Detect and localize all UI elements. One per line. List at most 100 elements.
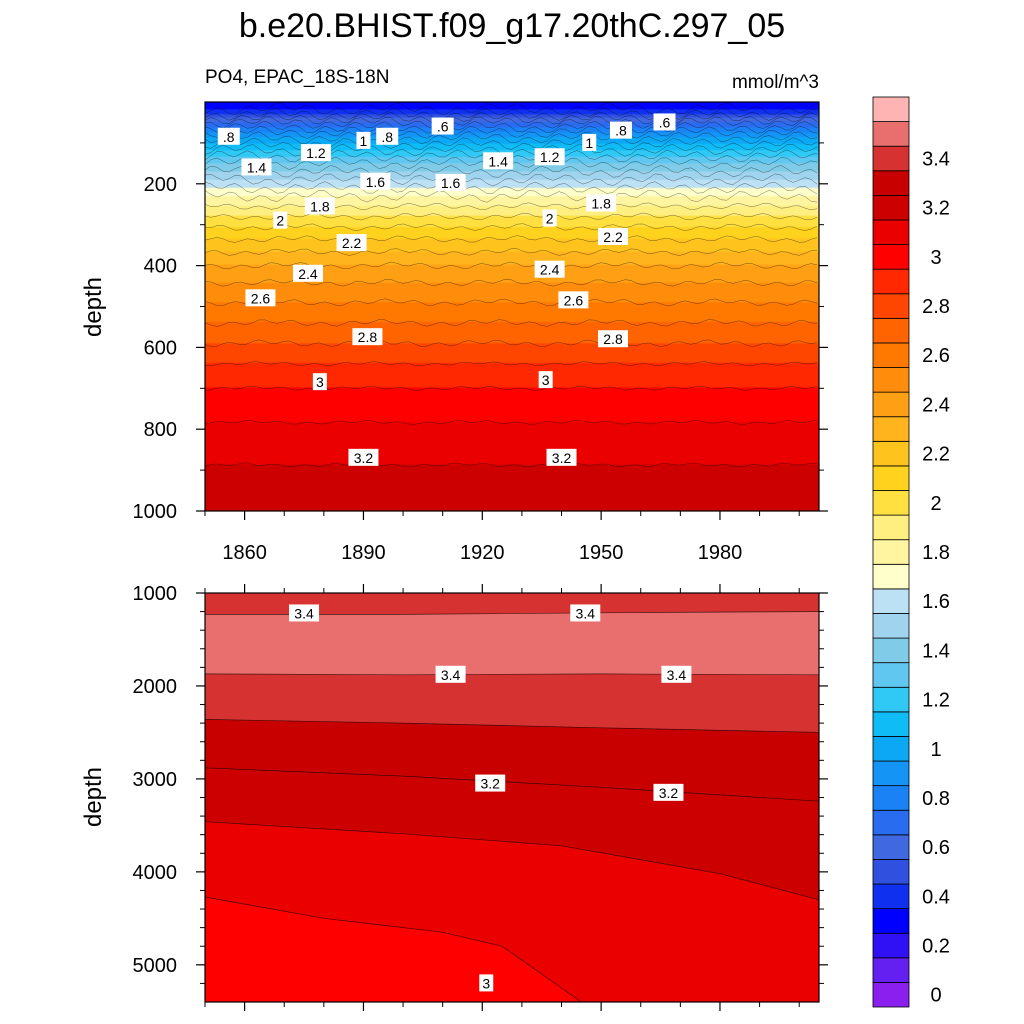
upper-contour-line bbox=[205, 261, 818, 270]
upper-contour-label: .6 bbox=[653, 113, 676, 131]
contour-label-text: 1.8 bbox=[591, 195, 611, 211]
lower-contour-label: 3.4 bbox=[661, 665, 692, 683]
lower-contour-line bbox=[205, 673, 819, 676]
upper-contour-labels: .81.21.8.61.41.6 1.61.4 1.21.8.61.8 1.82 22.… bbox=[217, 113, 676, 466]
contour-label-box bbox=[538, 371, 553, 389]
colorbar-box bbox=[872, 637, 910, 664]
subtitle-variable-region: PO4, EPAC_18S-18N bbox=[205, 67, 389, 88]
contour-label-text: 3.2 bbox=[354, 450, 374, 466]
upper-x-tick-label: 1980 bbox=[698, 542, 743, 564]
colorbar-box bbox=[872, 613, 910, 639]
upper-contour-label: 3 bbox=[538, 371, 553, 389]
upper-contour-line bbox=[205, 248, 818, 256]
upper-contour-line bbox=[205, 462, 818, 468]
contour-label-text: 1 bbox=[360, 133, 368, 149]
upper-x-tick-label: 1860 bbox=[222, 542, 267, 564]
upper-contour-label: 2 bbox=[542, 209, 557, 227]
colorbar-box bbox=[872, 317, 910, 344]
contour-label-box bbox=[356, 131, 371, 149]
contour-label-text: 3 bbox=[482, 975, 490, 991]
contour-label-box bbox=[300, 144, 331, 162]
contour-label-box bbox=[586, 194, 617, 212]
colorbar-tick-label: 3.4 bbox=[922, 148, 950, 170]
upper-contour-label: 1.2 bbox=[534, 148, 565, 166]
colorbar-box bbox=[872, 170, 910, 196]
colorbar-tick-label: 2.4 bbox=[922, 394, 950, 416]
upper-contour-line bbox=[205, 420, 818, 425]
colorbar-box bbox=[872, 514, 910, 541]
colorbar-box bbox=[872, 440, 910, 467]
contour-label-text: .8 bbox=[615, 123, 627, 139]
colorbar-box bbox=[872, 96, 910, 122]
colorbar-tick-label: 0.6 bbox=[922, 837, 950, 859]
contour-label-text: 2.6 bbox=[251, 290, 271, 306]
upper-contour-label: 3.2 bbox=[348, 448, 379, 466]
upper-contour-line bbox=[205, 131, 818, 145]
contour-label-box bbox=[483, 152, 514, 170]
colorbar: 3.4 3.2 3 2.8 2.6 2.4 2.2 2 1.8 1.6 1.4 1.2 1 0.8 0.6 0… bbox=[872, 96, 950, 1008]
upper-contour-label: 2.6 bbox=[245, 289, 276, 307]
contour-label-text: 1.2 bbox=[540, 149, 560, 165]
colorbar-box bbox=[872, 883, 910, 910]
colorbar-tick-label: 1.4 bbox=[922, 640, 950, 662]
colorbar-box bbox=[872, 908, 910, 934]
colorbar-box bbox=[872, 342, 910, 368]
colorbar-tick-label: 2.6 bbox=[922, 345, 950, 367]
chart-title: b.e20.BHIST.f09_g17.20thC.297_05 bbox=[239, 7, 785, 45]
contour-label-box bbox=[653, 783, 684, 801]
upper-contour-label: 1.8 bbox=[304, 197, 335, 215]
colorbar-labels: 3.4 3.2 3 2.8 2.6 2.4 2.2 2 1.8 1.6 1.4 1.2 1 0.8 0.6 0… bbox=[922, 148, 950, 1006]
subtitle-units: mmol/m^3 bbox=[732, 72, 819, 93]
contour-label-text: 2.8 bbox=[603, 331, 623, 347]
upper-contour-label: 3.2 bbox=[546, 448, 577, 466]
contour-label-text: .8 bbox=[223, 129, 235, 145]
upper-contour-label: 2.2 bbox=[336, 234, 367, 252]
contour-label-text: 3.2 bbox=[659, 785, 679, 801]
lower-contour-label: 3.4 bbox=[435, 665, 466, 683]
colorbar-tick-label: 0.2 bbox=[922, 936, 950, 958]
colorbar-box bbox=[872, 416, 910, 442]
contour-label-box bbox=[598, 227, 629, 245]
contour-label-box bbox=[542, 209, 557, 227]
lower-contour-line bbox=[205, 896, 582, 1002]
colorbar-tick-label: 1.8 bbox=[922, 542, 950, 564]
colorbar-tick-label: 1.2 bbox=[922, 690, 950, 712]
contour-label-text: 2 bbox=[276, 213, 284, 229]
colorbar-box bbox=[872, 957, 910, 983]
upper-contour-label: 1.2 bbox=[300, 144, 331, 162]
contour-label-text: 2.4 bbox=[298, 266, 318, 282]
colorbar-tick-label: 2.2 bbox=[922, 444, 950, 466]
contour-label-text: 3.4 bbox=[441, 667, 461, 683]
contour-label-box bbox=[241, 158, 272, 176]
contour-label-box bbox=[431, 117, 454, 135]
colorbar-tick-label: 1.6 bbox=[922, 591, 950, 613]
colorbar-box bbox=[872, 121, 910, 147]
upper-y-axis-label: depth bbox=[80, 277, 107, 337]
colorbar-tick-label: 2 bbox=[930, 493, 941, 515]
lower-x-axis bbox=[204, 584, 800, 1011]
contour-label-box bbox=[312, 373, 327, 391]
upper-contour-label: 2.4 bbox=[292, 264, 323, 282]
contour-label-box bbox=[289, 604, 320, 622]
contour-label-box bbox=[360, 172, 391, 190]
upper-y-tick-label: 600 bbox=[144, 337, 177, 359]
upper-contour-line bbox=[205, 111, 818, 125]
lower-contour-label: 3.2 bbox=[653, 783, 684, 801]
contour-label-text: 1 bbox=[585, 135, 593, 151]
colorbar-tick-label: 3 bbox=[930, 247, 941, 269]
upper-contour-line bbox=[205, 339, 818, 348]
upper-contour-label: 1.4 bbox=[483, 152, 514, 170]
colorbar-box bbox=[872, 760, 910, 787]
lower-y-axis-label: depth bbox=[80, 767, 107, 827]
upper-contour-line bbox=[205, 223, 818, 231]
contour-label-text: 2.4 bbox=[540, 262, 560, 278]
upper-contour-line bbox=[205, 120, 818, 134]
colorbar-box bbox=[872, 219, 910, 245]
contour-label-text: 1.6 bbox=[441, 175, 461, 191]
contour-label-box bbox=[534, 260, 565, 278]
contour-label-box bbox=[348, 448, 379, 466]
upper-y-tick-label: 800 bbox=[144, 419, 177, 441]
contour-label-box bbox=[598, 330, 629, 348]
upper-contour-line bbox=[205, 279, 818, 287]
contour-label-text: .8 bbox=[381, 129, 393, 145]
